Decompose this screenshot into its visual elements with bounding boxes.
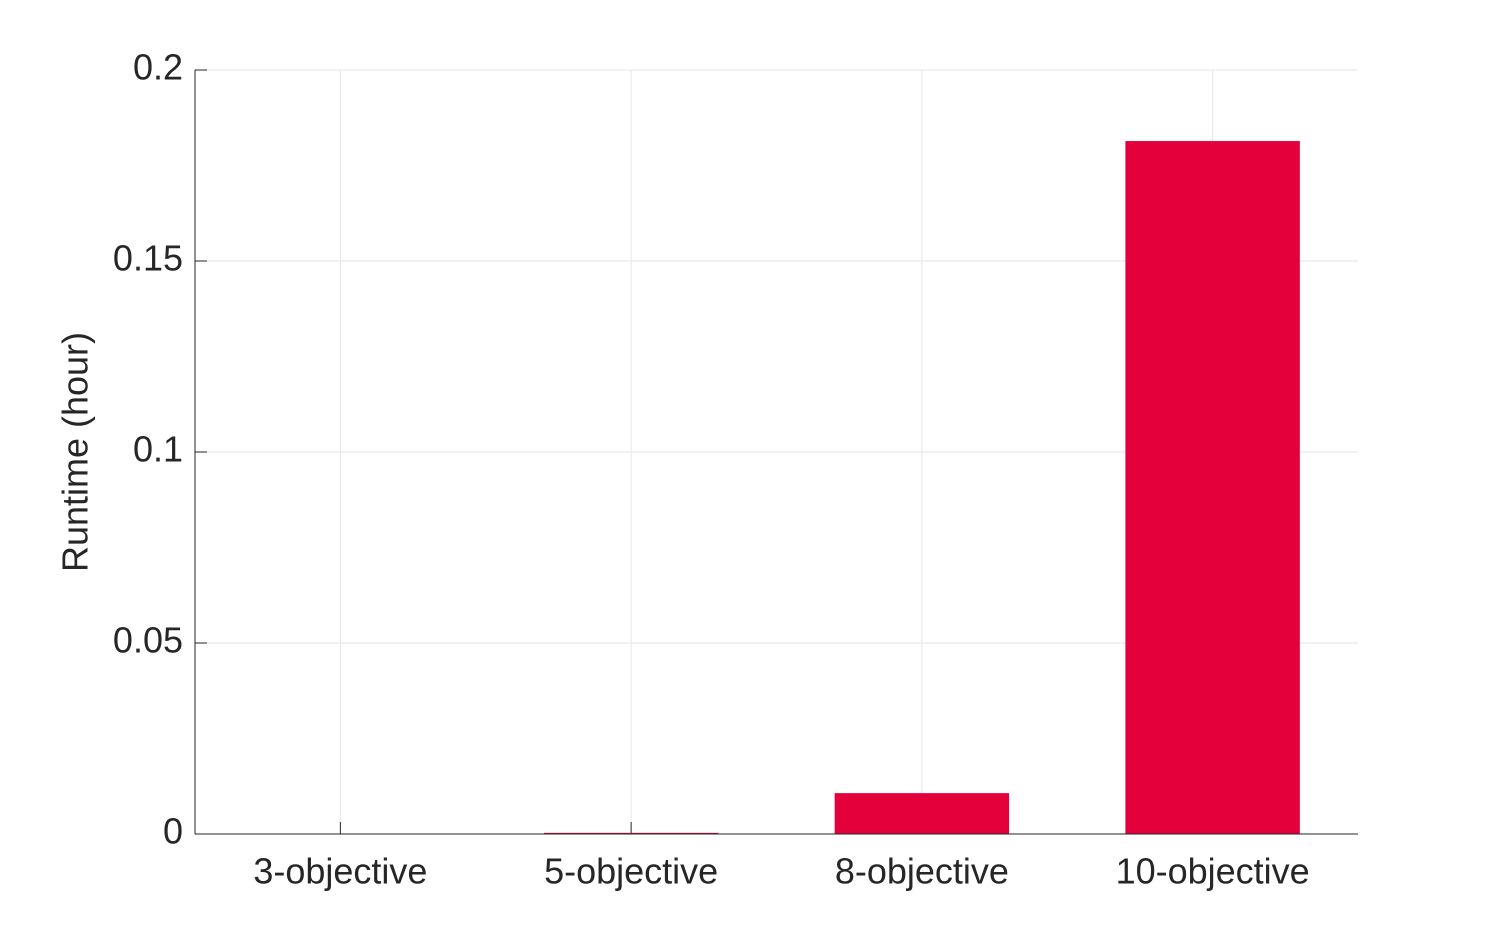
- bar: [1125, 141, 1300, 834]
- bar: [543, 832, 719, 834]
- y-tick-label: 0: [163, 811, 183, 852]
- x-tick-label: 8-objective: [835, 851, 1009, 892]
- y-tick-label: 0.1: [133, 429, 183, 470]
- x-tick-label: 5-objective: [544, 851, 718, 892]
- y-axis-label: Runtime (hour): [55, 332, 96, 572]
- y-tick-label: 0.05: [113, 620, 183, 661]
- y-tick-label: 0.15: [113, 238, 183, 279]
- x-tick-label: 10-objective: [1116, 851, 1310, 892]
- x-tick-label: 3-objective: [253, 851, 427, 892]
- bar: [834, 793, 1010, 834]
- y-tick-label: 0.2: [133, 47, 183, 88]
